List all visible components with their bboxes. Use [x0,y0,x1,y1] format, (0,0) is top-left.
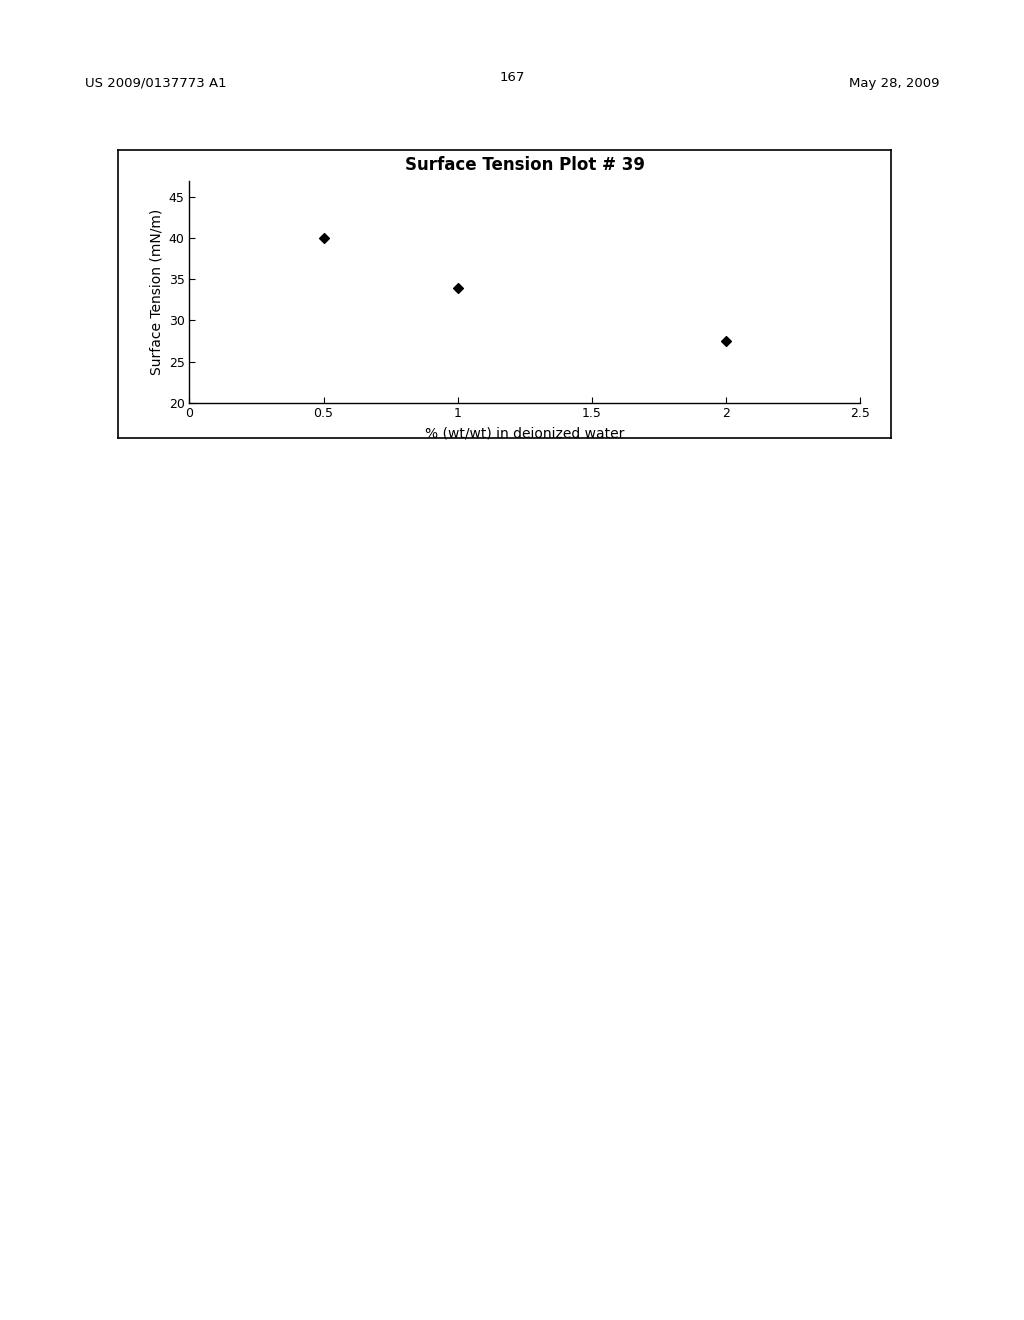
Point [315,228,332,249]
Text: US 2009/0137773 A1: US 2009/0137773 A1 [85,77,226,90]
Text: May 28, 2009: May 28, 2009 [849,77,939,90]
Text: 167: 167 [500,71,524,84]
Point [718,330,734,351]
X-axis label: % (wt/wt) in deionized water: % (wt/wt) in deionized water [425,426,625,440]
Title: Surface Tension Plot # 39: Surface Tension Plot # 39 [404,156,645,174]
Y-axis label: Surface Tension (mN/m): Surface Tension (mN/m) [150,209,163,375]
Point [450,277,466,298]
